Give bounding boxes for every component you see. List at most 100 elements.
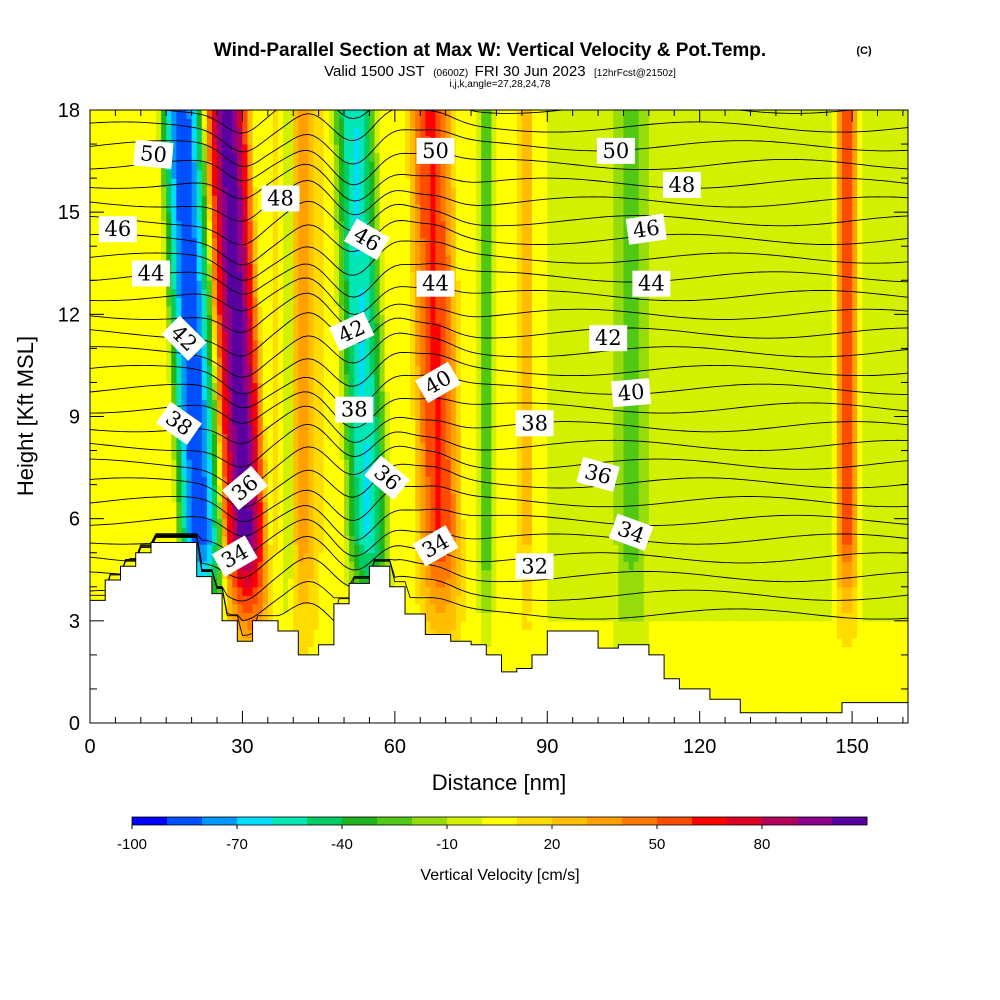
velocity-cell bbox=[435, 467, 442, 477]
velocity-cell bbox=[298, 186, 304, 196]
velocity-cell bbox=[181, 501, 188, 511]
velocity-cell bbox=[171, 348, 177, 358]
velocity-cell bbox=[435, 229, 442, 239]
velocity-cell bbox=[369, 305, 376, 315]
velocity-cell bbox=[247, 127, 254, 137]
velocity-cell bbox=[318, 637, 325, 647]
velocity-cell bbox=[120, 390, 127, 401]
velocity-cell bbox=[95, 110, 101, 120]
velocity-cell bbox=[308, 595, 315, 605]
velocity-cell bbox=[277, 288, 284, 298]
velocity-cell bbox=[415, 254, 421, 264]
velocity-cell bbox=[308, 263, 315, 273]
velocity-cell bbox=[415, 569, 421, 579]
velocity-cell bbox=[338, 237, 345, 247]
velocity-cell bbox=[267, 561, 274, 571]
velocity-cell bbox=[399, 118, 406, 128]
velocity-cell bbox=[115, 246, 122, 256]
velocity-cell bbox=[227, 203, 233, 213]
velocity-cell bbox=[257, 467, 264, 477]
velocity-cell bbox=[206, 246, 213, 256]
velocity-cell bbox=[217, 544, 223, 554]
velocity-cell bbox=[359, 297, 365, 307]
velocity-cell bbox=[308, 212, 315, 222]
velocity-cell bbox=[120, 297, 127, 307]
velocity-cell bbox=[176, 127, 183, 137]
velocity-cell bbox=[415, 161, 421, 171]
velocity-cell bbox=[267, 161, 274, 171]
velocity-cell bbox=[140, 544, 147, 554]
velocity-cell bbox=[369, 127, 376, 137]
velocity-cell bbox=[323, 373, 330, 384]
velocity-cell bbox=[420, 161, 426, 171]
velocity-cell bbox=[338, 552, 345, 562]
velocity-cell bbox=[410, 152, 416, 162]
velocity-cell bbox=[333, 339, 340, 349]
velocity-cell bbox=[308, 459, 315, 469]
velocity-cell bbox=[298, 612, 304, 622]
velocity-cell bbox=[156, 237, 162, 247]
velocity-cell bbox=[303, 433, 310, 443]
velocity-cell bbox=[410, 254, 416, 264]
velocity-cell bbox=[364, 544, 371, 554]
velocity-cell bbox=[272, 569, 279, 579]
velocity-cell bbox=[100, 186, 106, 196]
velocity-cell bbox=[394, 118, 401, 128]
velocity-cell bbox=[277, 450, 284, 460]
velocity-cell bbox=[288, 390, 294, 401]
velocity-cell bbox=[257, 263, 264, 273]
velocity-cell bbox=[191, 407, 198, 418]
velocity-cell bbox=[313, 331, 320, 341]
velocity-cell bbox=[257, 578, 264, 588]
velocity-cell bbox=[394, 152, 401, 162]
velocity-cell bbox=[135, 450, 142, 460]
velocity-cell bbox=[105, 195, 111, 205]
velocity-cell bbox=[237, 569, 244, 579]
velocity-cell bbox=[100, 510, 106, 520]
velocity-cell bbox=[161, 425, 167, 435]
velocity-cell bbox=[277, 382, 284, 392]
velocity-cell bbox=[120, 348, 127, 358]
velocity-cell bbox=[354, 552, 360, 562]
velocity-cell bbox=[359, 501, 365, 511]
velocity-cell bbox=[369, 195, 376, 205]
velocity-cell bbox=[156, 118, 162, 128]
velocity-cell bbox=[267, 450, 274, 460]
velocity-cell bbox=[110, 178, 116, 188]
velocity-cell bbox=[196, 561, 203, 571]
velocity-cell bbox=[277, 373, 284, 384]
velocity-cell bbox=[298, 127, 304, 137]
velocity-cell bbox=[344, 561, 350, 571]
velocity-cell bbox=[293, 161, 299, 171]
velocity-cell bbox=[399, 501, 406, 511]
velocity-cell bbox=[283, 425, 289, 435]
velocity-cell bbox=[145, 195, 152, 205]
velocity-cell bbox=[389, 305, 396, 315]
velocity-cell bbox=[166, 305, 172, 315]
velocity-cell bbox=[435, 305, 442, 315]
velocity-cell bbox=[247, 603, 254, 613]
velocity-cell bbox=[115, 331, 122, 341]
velocity-cell bbox=[277, 305, 284, 315]
velocity-cell bbox=[242, 339, 249, 349]
velocity-cell bbox=[206, 450, 213, 460]
velocity-cell bbox=[140, 118, 147, 128]
velocity-cell bbox=[247, 407, 254, 418]
velocity-cell bbox=[206, 476, 213, 486]
velocity-cell bbox=[313, 280, 320, 290]
velocity-cell bbox=[349, 493, 355, 503]
velocity-cell bbox=[196, 518, 203, 528]
velocity-cell bbox=[288, 399, 294, 409]
velocity-cell bbox=[313, 382, 320, 392]
velocity-cell bbox=[298, 442, 304, 452]
velocity-cell bbox=[140, 322, 147, 332]
velocity-cell bbox=[95, 237, 101, 247]
velocity-cell bbox=[272, 467, 279, 477]
velocity-cell bbox=[171, 110, 177, 120]
velocity-cell bbox=[308, 127, 315, 137]
velocity-cell bbox=[145, 203, 152, 213]
velocity-cell bbox=[405, 407, 411, 418]
velocity-cell bbox=[196, 501, 203, 511]
velocity-cell bbox=[420, 305, 426, 315]
velocity-cell bbox=[90, 569, 96, 579]
